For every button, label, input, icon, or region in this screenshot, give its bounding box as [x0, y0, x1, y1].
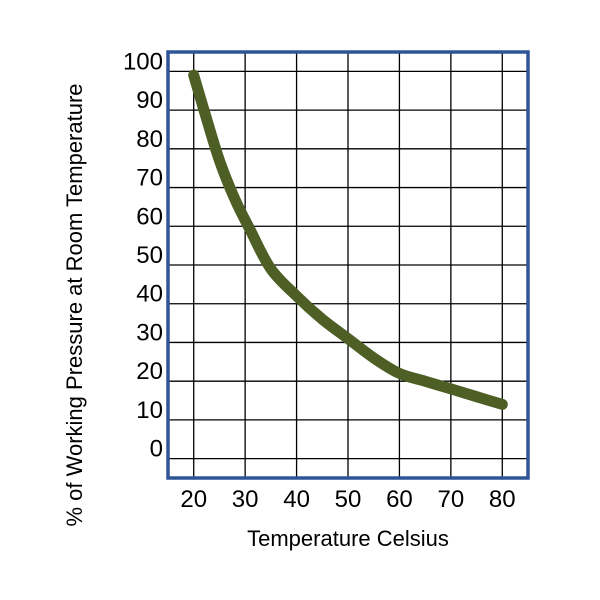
y-tick-label: 0 [150, 436, 163, 463]
x-tick-label: 40 [283, 486, 310, 513]
y-axis-label: % of Working Pressure at Room Temperatur… [62, 83, 87, 526]
x-axis-label: Temperature Celsius [247, 526, 449, 551]
x-tick-label: 80 [489, 486, 516, 513]
y-tick-label: 20 [136, 358, 163, 385]
y-tick-label: 60 [136, 203, 163, 230]
x-tick-labels: 20 30 40 50 60 70 80 [180, 486, 515, 513]
y-tick-label: 90 [136, 87, 163, 114]
x-tick-label: 50 [335, 486, 362, 513]
y-tick-label: 10 [136, 397, 163, 424]
y-tick-label: 80 [136, 126, 163, 153]
x-tick-label: 70 [438, 486, 465, 513]
x-tick-label: 60 [386, 486, 413, 513]
series-line [188, 69, 508, 410]
y-tick-labels: 0 10 20 30 40 50 60 70 80 90 100 [123, 48, 163, 462]
y-tick-label: 40 [136, 281, 163, 308]
y-tick-label: 100 [123, 48, 163, 75]
grid [168, 52, 528, 478]
y-tick-label: 50 [136, 242, 163, 269]
y-tick-label: 70 [136, 165, 163, 192]
x-tick-label: 30 [232, 486, 259, 513]
series [188, 69, 508, 410]
y-tick-label: 30 [136, 319, 163, 346]
x-tick-label: 20 [180, 486, 207, 513]
plot-frame [166, 50, 530, 480]
